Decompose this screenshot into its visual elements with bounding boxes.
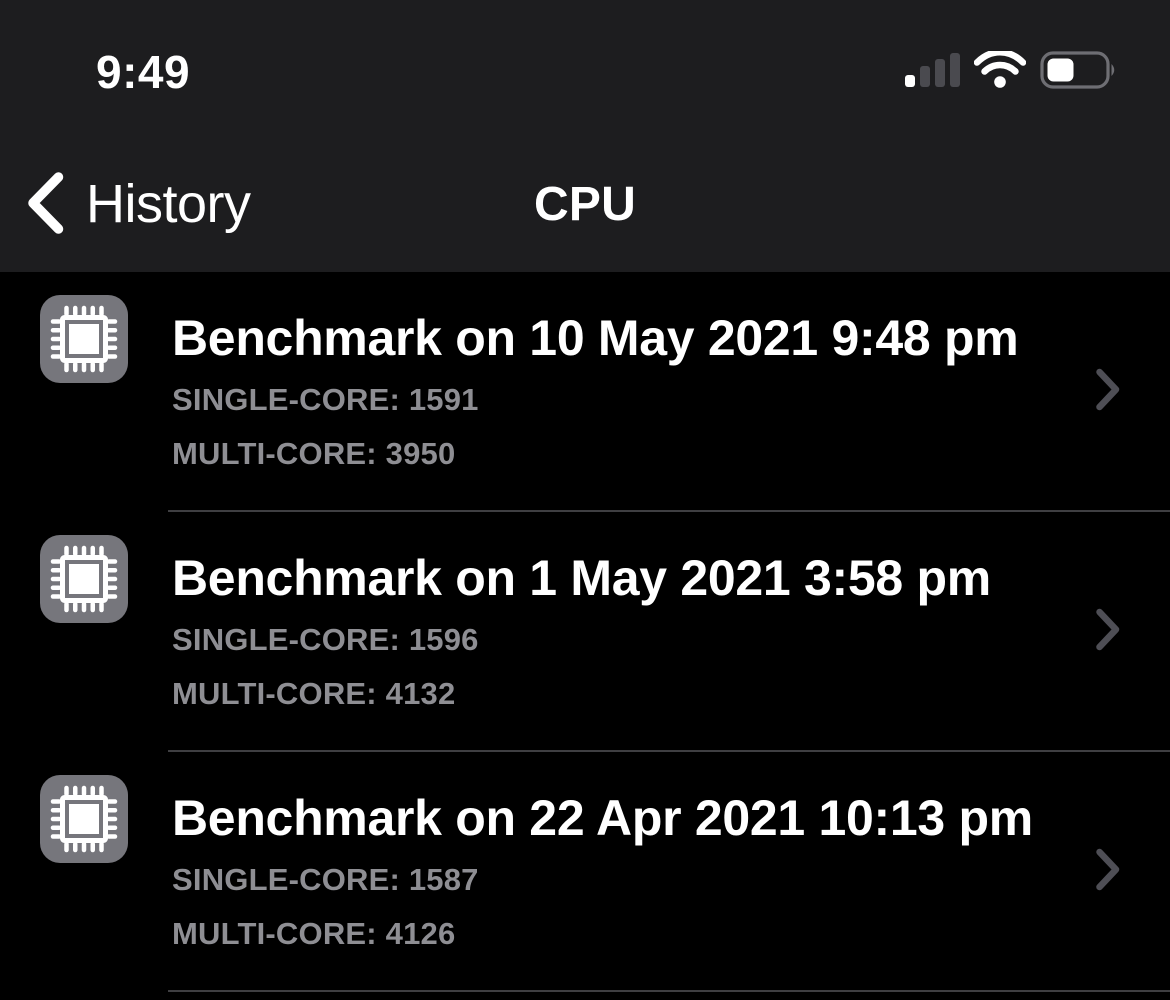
score-label: MULTI-CORE: (172, 676, 377, 711)
multi-core-score: MULTI-CORE: 4126 (172, 907, 1033, 961)
score-value: 1591 (408, 382, 479, 417)
score-value: 1596 (408, 622, 479, 657)
score-value: 1587 (408, 862, 479, 897)
status-time: 9:49 (96, 46, 191, 98)
score-value: 4126 (385, 916, 456, 951)
cpu-chip-icon (40, 535, 128, 623)
multi-core-score: MULTI-CORE: 4132 (172, 667, 991, 721)
score-label: SINGLE-CORE: (172, 622, 401, 657)
score-value: 4132 (385, 676, 456, 711)
benchmark-title: Benchmark on 22 Apr 2021 10:13 pm (172, 790, 1033, 846)
chevron-left-icon (26, 171, 64, 237)
chevron-right-icon (1096, 368, 1120, 416)
benchmark-row[interactable]: Benchmark on 1 May 2021 3:58 pm SINGLE-C… (0, 512, 1170, 752)
page-title: CPU (534, 177, 636, 231)
benchmark-list: Benchmark on 10 May 2021 9:48 pm SINGLE-… (0, 272, 1170, 992)
benchmark-row[interactable]: Benchmark on 10 May 2021 9:48 pm SINGLE-… (0, 272, 1170, 512)
score-label: MULTI-CORE: (172, 916, 377, 951)
header: 9:49 (0, 0, 1170, 272)
wifi-icon (973, 48, 1027, 94)
benchmark-row[interactable]: Benchmark on 22 Apr 2021 10:13 pm SINGLE… (0, 752, 1170, 992)
benchmark-title: Benchmark on 10 May 2021 9:48 pm (172, 310, 1019, 366)
chevron-right-icon (1096, 848, 1120, 896)
cpu-chip-icon (40, 295, 128, 383)
single-core-score: SINGLE-CORE: 1591 (172, 373, 1018, 427)
benchmark-row-text: Benchmark on 1 May 2021 3:58 pm SINGLE-C… (172, 512, 991, 752)
battery-icon (1040, 50, 1118, 94)
score-label: MULTI-CORE: (172, 436, 377, 471)
row-divider (168, 990, 1170, 992)
multi-core-score: MULTI-CORE: 3950 (172, 427, 1018, 481)
cellular-signal-icon (905, 52, 960, 92)
score-label: SINGLE-CORE: (172, 382, 401, 417)
benchmark-title: Benchmark on 1 May 2021 3:58 pm (172, 550, 991, 606)
nav-bar: History CPU (0, 120, 1170, 272)
benchmark-row-text: Benchmark on 10 May 2021 9:48 pm SINGLE-… (172, 272, 1019, 512)
single-core-score: SINGLE-CORE: 1587 (172, 853, 1033, 907)
back-button[interactable]: History (26, 171, 251, 237)
status-bar: 9:49 (0, 0, 1170, 120)
cpu-chip-icon (40, 775, 128, 863)
back-button-label: History (86, 174, 251, 234)
single-core-score: SINGLE-CORE: 1596 (172, 613, 991, 667)
status-icons (905, 48, 1118, 94)
chevron-right-icon (1096, 608, 1120, 656)
score-label: SINGLE-CORE: (172, 862, 401, 897)
score-value: 3950 (385, 436, 456, 471)
benchmark-row-text: Benchmark on 22 Apr 2021 10:13 pm SINGLE… (172, 752, 1033, 992)
row-divider (168, 510, 1170, 512)
row-divider (168, 750, 1170, 752)
